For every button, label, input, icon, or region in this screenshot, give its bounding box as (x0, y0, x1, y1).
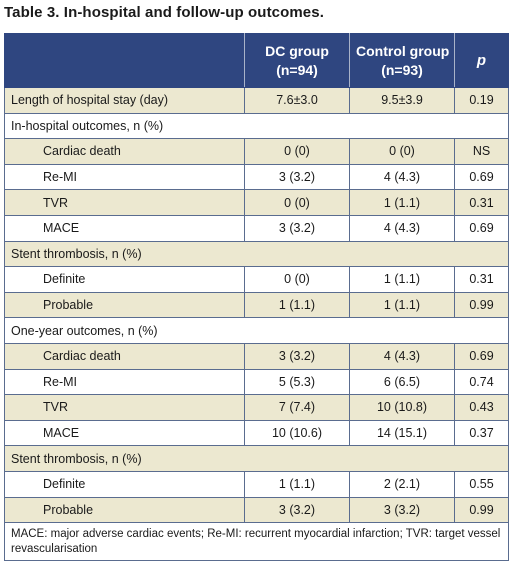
table-row: Cardiac death 0 (0) 0 (0) NS (4, 138, 509, 165)
control-group-value: 4 (4.3) (349, 163, 455, 191)
p-value: 0.31 (454, 189, 509, 216)
row-label: MACE (4, 419, 245, 447)
row-label: Definite (4, 266, 245, 293)
p-value: 0.69 (454, 163, 509, 191)
section-row: Stent thrombosis, n (%) (4, 240, 509, 268)
table-row: MACE 10 (10.6) 14 (15.1) 0.37 (4, 419, 509, 447)
table-row: TVR 7 (7.4) 10 (10.8) 0.43 (4, 394, 509, 421)
header-dc-group-name: DC group (265, 42, 329, 59)
header-control-group-name: Control group (356, 42, 450, 59)
table-footer: MACE: major adverse cardiac events; Re-M… (4, 522, 509, 562)
dc-group-value: 3 (3.2) (244, 163, 350, 191)
row-label: Length of hospital stay (day) (4, 87, 245, 114)
control-group-value: 1 (1.1) (349, 266, 455, 293)
table-row: Probable 1 (1.1) 1 (1.1) 0.99 (4, 291, 509, 319)
control-group-value: 2 (2.1) (349, 470, 455, 498)
p-value: 0.99 (454, 496, 509, 524)
row-label: TVR (4, 189, 245, 216)
row-label: Re-MI (4, 163, 245, 191)
dc-group-value: 5 (5.3) (244, 368, 350, 396)
header-control-group: Control group (n=93) (349, 33, 455, 88)
row-label: TVR (4, 394, 245, 421)
outcomes-table: DC group (n=94) Control group (n=93) p L… (4, 33, 509, 562)
p-value: 0.69 (454, 214, 509, 242)
control-group-value: 4 (4.3) (349, 342, 455, 370)
control-group-value: 1 (1.1) (349, 189, 455, 216)
control-group-value: 3 (3.2) (349, 496, 455, 524)
section-label: In-hospital outcomes, n (%) (4, 112, 509, 140)
dc-group-value: 3 (3.2) (244, 342, 350, 370)
table-body: Length of hospital stay (day) 7.6±3.0 9.5±… (4, 87, 509, 524)
footnote: MACE: major adverse cardiac events; Re-M… (4, 522, 509, 562)
section-label: One-year outcomes, n (%) (4, 317, 509, 344)
p-value: 0.31 (454, 266, 509, 293)
dc-group-value: 0 (0) (244, 266, 350, 293)
header-row: DC group (n=94) Control group (n=93) p (4, 33, 509, 88)
dc-group-value: 0 (0) (244, 189, 350, 216)
control-group-value: 14 (15.1) (349, 419, 455, 447)
table-row: Length of hospital stay (day) 7.6±3.0 9.5±… (4, 87, 509, 114)
dc-group-value: 10 (10.6) (244, 419, 350, 447)
table-header: DC group (n=94) Control group (n=93) p (4, 33, 509, 88)
p-value: 0.43 (454, 394, 509, 421)
header-control-group-n: (n=93) (381, 61, 423, 78)
section-label: Stent thrombosis, n (%) (4, 445, 509, 472)
p-value: 0.69 (454, 342, 509, 370)
row-label: MACE (4, 214, 245, 242)
p-value: 0.74 (454, 368, 509, 396)
table-row: Probable 3 (3.2) 3 (3.2) 0.99 (4, 496, 509, 524)
table-row: TVR 0 (0) 1 (1.1) 0.31 (4, 189, 509, 216)
header-p-value: p (454, 33, 509, 88)
footnote-row: MACE: major adverse cardiac events; Re-M… (4, 522, 509, 562)
dc-group-value: 7 (7.4) (244, 394, 350, 421)
control-group-value: 9.5±3.9 (349, 87, 455, 114)
section-row: Stent thrombosis, n (%) (4, 445, 509, 472)
table-row: Definite 0 (0) 1 (1.1) 0.31 (4, 266, 509, 293)
section-row: In-hospital outcomes, n (%) (4, 112, 509, 140)
header-dc-group-n: (n=94) (276, 61, 318, 78)
control-group-value: 6 (6.5) (349, 368, 455, 396)
p-value: 0.19 (454, 87, 509, 114)
row-label: Definite (4, 470, 245, 498)
table-row: Re-MI 5 (5.3) 6 (6.5) 0.74 (4, 368, 509, 396)
dc-group-value: 1 (1.1) (244, 470, 350, 498)
control-group-value: 10 (10.8) (349, 394, 455, 421)
table-row: MACE 3 (3.2) 4 (4.3) 0.69 (4, 214, 509, 242)
header-dc-group: DC group (n=94) (244, 33, 350, 88)
section-label: Stent thrombosis, n (%) (4, 240, 509, 268)
table-row: Definite 1 (1.1) 2 (2.1) 0.55 (4, 470, 509, 498)
table-row: Re-MI 3 (3.2) 4 (4.3) 0.69 (4, 163, 509, 191)
dc-group-value: 1 (1.1) (244, 291, 350, 319)
table-title: Table 3. In-hospital and follow-up outco… (4, 4, 324, 21)
p-value: 0.99 (454, 291, 509, 319)
dc-group-value: 3 (3.2) (244, 496, 350, 524)
p-value: NS (454, 138, 509, 165)
section-row: One-year outcomes, n (%) (4, 317, 509, 344)
row-label: Cardiac death (4, 342, 245, 370)
table-row: Cardiac death 3 (3.2) 4 (4.3) 0.69 (4, 342, 509, 370)
control-group-value: 0 (0) (349, 138, 455, 165)
dc-group-value: 7.6±3.0 (244, 87, 350, 114)
control-group-value: 4 (4.3) (349, 214, 455, 242)
p-value: 0.55 (454, 470, 509, 498)
row-label: Probable (4, 291, 245, 319)
row-label: Cardiac death (4, 138, 245, 165)
dc-group-value: 3 (3.2) (244, 214, 350, 242)
p-value: 0.37 (454, 419, 509, 447)
control-group-value: 1 (1.1) (349, 291, 455, 319)
row-label: Re-MI (4, 368, 245, 396)
dc-group-value: 0 (0) (244, 138, 350, 165)
row-label: Probable (4, 496, 245, 524)
header-label-cell (4, 33, 245, 88)
